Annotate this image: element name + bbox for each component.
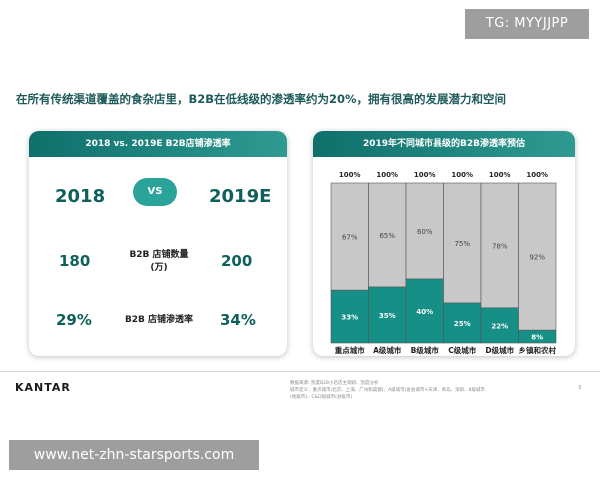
comparison-panel: 2018 vs. 2019E B2B店铺渗透率 2018 VS 2019E 18… (29, 131, 287, 356)
total-label-4: 100% (489, 171, 511, 179)
source-note-line2: 城市定义：重点城市(北京、上海、广州和成都)、A级城市(省会城市+天津、青岛、深… (290, 388, 485, 393)
total-label-3: 100% (451, 171, 473, 179)
store-count-label-line2: (万) (150, 263, 168, 273)
year-2019e-label: 2019E (209, 186, 272, 207)
category-label-0: 重点城市 (335, 345, 365, 355)
year-2018-label: 2018 (55, 186, 106, 207)
chart-panel: 2019年不同城市县级的B2B渗透率预估 100% 67% 33% 重点城市 100% 6… (313, 131, 575, 356)
footer-divider (0, 371, 600, 372)
remaining-value-label-5: 92% (529, 254, 545, 262)
bar-segment-b2b-2 (405, 278, 444, 344)
bar-segment-b2b-5 (518, 329, 557, 344)
bar-segment-b2b-0 (330, 289, 369, 344)
category-label-2: B级城市 (411, 345, 440, 355)
store-count-label: B2B 店铺数量 (万) (109, 249, 209, 275)
penetration-2018: 29% (56, 311, 92, 329)
page-headline: 在所有传统渠道覆盖的食杂店里，B2B在低线级的渗透率约为20%，拥有很高的发展潜… (16, 92, 507, 106)
remaining-value-label-1: 65% (379, 232, 395, 240)
bar-segment-remaining-5 (518, 182, 557, 331)
store-count-label-line1: B2B 店铺数量 (129, 250, 189, 260)
top-watermark: TG: MYYJJPP (465, 9, 589, 39)
b2b-value-label-3: 25% (454, 320, 471, 328)
remaining-value-label-2: 60% (417, 228, 433, 236)
category-label-5: 乡镇和农村 (519, 345, 557, 355)
total-label-2: 100% (414, 171, 436, 179)
bar-segment-remaining-0 (330, 182, 369, 291)
kantar-logo: KANTAR (15, 381, 71, 394)
remaining-value-label-3: 75% (454, 240, 470, 248)
remaining-value-label-4: 78% (492, 242, 508, 250)
b2b-value-label-5: 8% (531, 334, 543, 342)
penetration-2019e: 34% (220, 311, 256, 329)
total-label-1: 100% (376, 171, 398, 179)
comparison-panel-title: 2018 vs. 2019E B2B店铺渗透率 (29, 131, 287, 157)
category-label-3: C级城市 (448, 345, 477, 355)
bar-segment-b2b-1 (368, 286, 407, 344)
bar-segment-remaining-2 (405, 182, 444, 280)
vs-badge: VS (133, 178, 177, 206)
b2b-value-label-1: 35% (379, 312, 396, 320)
remaining-value-label-0: 67% (342, 234, 358, 242)
penetration-label: B2B 店铺渗透率 (124, 315, 194, 325)
chart-title: 2019年不同城市县级的B2B渗透率预估 (313, 131, 575, 157)
stacked-bar-chart: 100% 67% 33% 重点城市 100% 65% 35% A级城市 100% 60% 40% B级… (330, 171, 557, 355)
bar-segment-b2b-3 (443, 302, 482, 344)
store-count-2019e: 200 (221, 252, 253, 270)
store-count-2018: 180 (59, 252, 91, 270)
b2b-value-label-2: 40% (416, 308, 433, 316)
bar-segment-remaining-1 (368, 182, 407, 288)
category-label-1: A级城市 (373, 345, 402, 355)
b2b-value-label-0: 33% (341, 314, 358, 322)
bottom-watermark: www.net-zhn-starsports.com (9, 440, 259, 470)
source-note-line1: 数据来源: 凯度B2B小店店主调研、凯度分析 (290, 381, 379, 386)
bar-segment-b2b-4 (480, 307, 519, 344)
total-label-5: 100% (526, 171, 548, 179)
total-label-0: 100% (339, 171, 361, 179)
page-number: 3 (578, 385, 582, 391)
category-label-4: D级城市 (485, 345, 514, 355)
b2b-value-label-4: 22% (491, 322, 508, 330)
source-note-line3: (地级市)、C&D级城市(县级市) (290, 395, 353, 400)
